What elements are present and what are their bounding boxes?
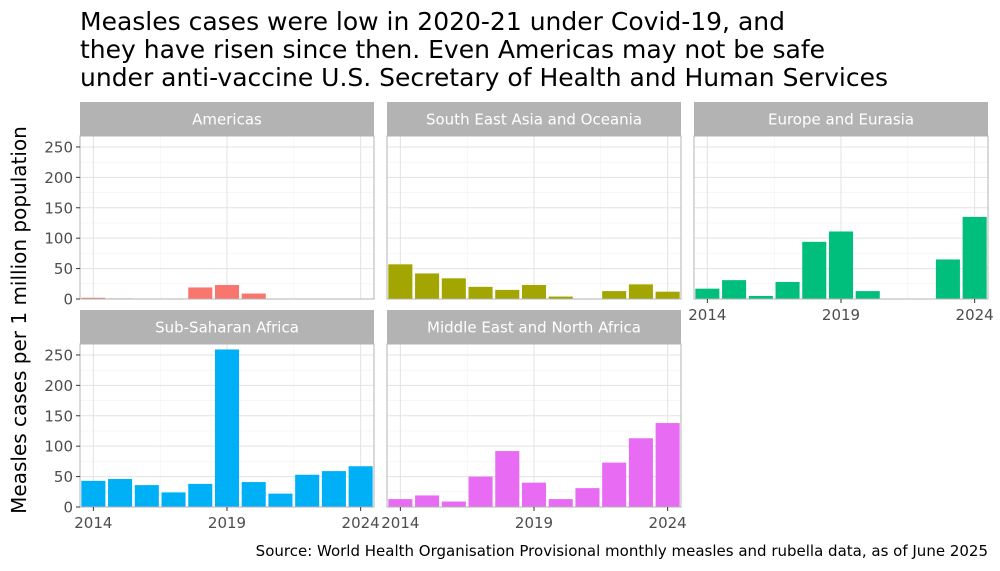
panel-south-east-asia-and-oceania: South East Asia and Oceania	[386, 102, 682, 300]
y-axis-label: Measles cases per 1 million population	[7, 126, 31, 514]
bar-sub-saharan-africa-2021	[268, 493, 293, 507]
y-tick-label: 50	[54, 468, 73, 486]
facet-panels: Americas 0 50 100 150 200 250 South East Asia a…	[44, 102, 994, 532]
bar-middle-east-and-north-africa-2015	[415, 495, 440, 507]
facet-strip	[387, 102, 681, 136]
bar-south-east-asia-and-oceania-2018	[495, 289, 520, 299]
panel-sub-saharan-africa: Sub-Saharan Africa 0 50 100 150 200 250 2014 201…	[44, 310, 380, 532]
bar-europe-and-eurasia-2017	[775, 281, 800, 299]
y-tick-label: 0	[63, 499, 73, 517]
facet-strip	[387, 310, 681, 344]
y-tick-label: 150	[44, 199, 73, 217]
x-tick-label: 2024	[956, 306, 994, 324]
x-tick-label: 2024	[649, 514, 687, 532]
bar-sub-saharan-africa-2018	[188, 483, 213, 507]
y-tick-label: 0	[63, 291, 73, 309]
bar-sub-saharan-africa-2015	[108, 479, 133, 507]
bar-europe-and-eurasia-2014	[695, 288, 720, 299]
bar-europe-and-eurasia-2024	[962, 216, 987, 299]
chart-title-line-1: Measles cases were low in 2020-21 under …	[80, 7, 785, 36]
x-tick-label: 2014	[74, 514, 112, 532]
x-tick-label: 2019	[822, 306, 860, 324]
bar-south-east-asia-and-oceania-2014	[388, 264, 413, 299]
x-tick-label: 2024	[342, 514, 380, 532]
y-tick-label: 150	[44, 407, 73, 425]
bar-europe-and-eurasia-2018	[802, 241, 827, 299]
bar-sub-saharan-africa-2014	[81, 480, 106, 507]
facet-strip-label: Americas	[192, 111, 262, 129]
bar-europe-and-eurasia-2023	[935, 259, 960, 299]
y-tick-label: 200	[44, 169, 73, 187]
y-tick-label: 200	[44, 377, 73, 395]
bar-middle-east-and-north-africa-2022	[602, 462, 627, 507]
bar-middle-east-and-north-africa-2021	[575, 488, 600, 507]
bar-middle-east-and-north-africa-2024	[655, 423, 680, 507]
bar-europe-and-eurasia-2016	[748, 295, 773, 299]
bar-south-east-asia-and-oceania-2019	[521, 285, 547, 299]
chart-title: Measles cases were low in 2020-21 under …	[80, 7, 888, 92]
bar-sub-saharan-africa-2020	[241, 482, 266, 507]
y-tick-label: 100	[44, 230, 73, 248]
bar-sub-saharan-africa-2016	[134, 485, 159, 507]
x-tick-label: 2014	[688, 306, 726, 324]
bar-sub-saharan-africa-2024	[348, 466, 373, 507]
bar-europe-and-eurasia-2019	[828, 231, 854, 299]
bar-middle-east-and-north-africa-2023	[628, 438, 653, 507]
bar-south-east-asia-and-oceania-2020	[548, 296, 573, 299]
bar-sub-saharan-africa-2017	[161, 492, 186, 507]
chart-title-line-3: under anti-vaccine U.S. Secretary of Hea…	[80, 63, 888, 92]
x-tick-label: 2019	[515, 514, 553, 532]
facet-strip-label: Middle East and North Africa	[427, 319, 641, 337]
bar-south-east-asia-and-oceania-2015	[415, 273, 440, 299]
panel-middle-east-and-north-africa: Middle East and North Africa 2014 2019 2024	[381, 310, 687, 532]
x-tick-label: 2019	[208, 514, 246, 532]
facet-strip	[694, 102, 988, 136]
bar-south-east-asia-and-oceania-2023	[628, 284, 653, 299]
bar-south-east-asia-and-oceania-2016	[441, 278, 466, 299]
panel-europe-and-eurasia: Europe and Eurasia 2014 2019 2024	[688, 102, 994, 324]
bar-americas-2019	[214, 285, 240, 299]
bar-middle-east-and-north-africa-2020	[548, 499, 573, 507]
bar-americas-2018	[188, 287, 213, 299]
y-tick-label: 250	[44, 346, 73, 364]
bar-south-east-asia-and-oceania-2022	[602, 291, 627, 299]
panel-americas: Americas 0 50 100 150 200 250	[44, 102, 375, 309]
facet-strip-label: Europe and Eurasia	[768, 111, 914, 129]
bar-europe-and-eurasia-2015	[722, 280, 747, 299]
bar-middle-east-and-north-africa-2016	[441, 501, 466, 507]
bar-south-east-asia-and-oceania-2017	[468, 286, 493, 299]
bar-europe-and-eurasia-2020	[855, 291, 880, 299]
source-caption: Source: World Health Organisation Provis…	[256, 542, 988, 560]
facet-strip-label: South East Asia and Oceania	[426, 111, 642, 129]
y-tick-label: 50	[54, 260, 73, 278]
bar-sub-saharan-africa-2019	[214, 349, 240, 507]
facet-strip	[80, 102, 374, 136]
bar-middle-east-and-north-africa-2014	[388, 499, 413, 507]
bar-south-east-asia-and-oceania-2024	[655, 291, 680, 299]
y-tick-label: 100	[44, 438, 73, 456]
chart-title-line-2: they have risen since then. Even America…	[80, 35, 825, 64]
bar-sub-saharan-africa-2022	[295, 474, 320, 507]
bar-middle-east-and-north-africa-2018	[495, 451, 520, 507]
facet-strip-label: Sub-Saharan Africa	[155, 319, 299, 337]
x-tick-label: 2014	[381, 514, 419, 532]
bar-americas-2014	[81, 297, 106, 299]
bar-middle-east-and-north-africa-2017	[468, 476, 493, 507]
bar-sub-saharan-africa-2023	[321, 471, 346, 507]
bar-middle-east-and-north-africa-2019	[521, 482, 547, 507]
y-tick-label: 250	[44, 138, 73, 156]
facet-strip	[80, 310, 374, 344]
bar-americas-2020	[241, 293, 266, 299]
